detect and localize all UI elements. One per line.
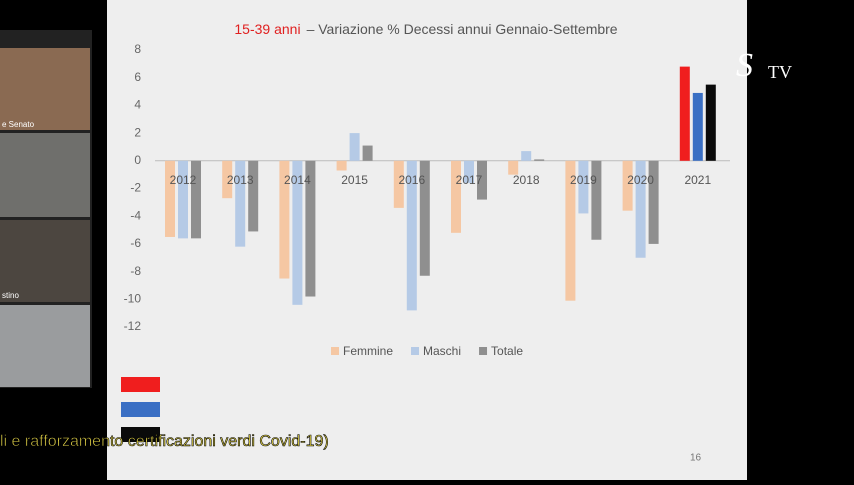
y-tick-label: 8	[134, 42, 141, 56]
bar	[578, 160, 589, 214]
y-tick-label: -2	[130, 181, 141, 195]
bar	[362, 145, 373, 161]
caption: li e rafforzamento certificazioni verdi …	[0, 433, 329, 450]
video-tile[interactable]	[0, 133, 90, 217]
bar	[191, 160, 201, 239]
bar	[165, 160, 175, 237]
bar	[349, 133, 360, 161]
bar	[508, 160, 519, 175]
bar	[534, 159, 545, 161]
y-tick-label: -12	[124, 319, 142, 333]
x-tick-label: 2019	[570, 173, 597, 187]
x-tick-label: 2021	[684, 173, 711, 187]
y-tick-label: 6	[134, 70, 141, 84]
bar	[178, 160, 188, 239]
video-tile[interactable]	[0, 305, 90, 387]
legend-swatch	[479, 347, 488, 355]
y-tick-label: -6	[130, 236, 141, 250]
participant-name: e Senato	[2, 120, 35, 129]
legend-label: Maschi	[423, 344, 461, 358]
title: – Variazione % Decessi annui Gennaio-Set…	[307, 21, 618, 37]
y-tick-label: -8	[130, 264, 141, 278]
bar	[222, 160, 233, 199]
color-box	[121, 377, 160, 392]
color-box	[121, 402, 160, 417]
chart-title: 15-39 anni – Variazione % Decessi annui G…	[234, 21, 617, 37]
title-highlight: 15-39 anni	[234, 21, 300, 37]
video-tile[interactable]	[0, 48, 90, 130]
legend-swatch	[411, 347, 420, 355]
bar	[235, 160, 246, 247]
color-box	[121, 427, 160, 442]
legend-swatch	[331, 347, 339, 355]
x-tick-label: 2017	[456, 173, 483, 187]
bar	[464, 160, 474, 183]
x-tick-label: 2012	[170, 173, 197, 187]
bar	[521, 151, 532, 161]
bar	[305, 160, 316, 297]
bar	[406, 160, 417, 311]
bar	[292, 160, 303, 305]
legend-label: Totale	[491, 344, 523, 358]
participant-name: stino	[2, 291, 19, 300]
bar	[477, 160, 487, 200]
bar	[248, 160, 259, 232]
bar	[419, 160, 430, 276]
legend-label: Femmine	[343, 344, 393, 358]
y-tick-label: -4	[130, 208, 141, 222]
bar	[336, 160, 347, 171]
bar	[692, 92, 703, 161]
bar	[591, 160, 602, 240]
bar	[622, 160, 633, 211]
bar	[451, 160, 461, 233]
logo-mark: S	[736, 47, 753, 84]
x-tick-label: 2014	[284, 173, 311, 187]
y-tick-label: 0	[134, 153, 141, 167]
logo: TV	[768, 62, 792, 82]
bar	[648, 160, 659, 244]
y-tick-label: 4	[134, 98, 141, 112]
bar	[705, 84, 716, 161]
video-tile[interactable]	[0, 220, 90, 302]
x-tick-label: 2020	[627, 173, 654, 187]
bar	[393, 160, 404, 208]
x-tick-label: 2018	[513, 173, 540, 187]
x-tick-label: 2015	[341, 173, 368, 187]
bar	[635, 160, 646, 258]
x-tick-label: 2016	[398, 173, 425, 187]
bar	[279, 160, 290, 279]
y-tick-label: 2	[134, 125, 141, 139]
bar	[565, 160, 576, 301]
x-tick-label: 2013	[227, 173, 254, 187]
bar	[679, 66, 690, 161]
y-tick-label: -10	[124, 291, 142, 305]
slide-number: 16	[690, 453, 702, 464]
